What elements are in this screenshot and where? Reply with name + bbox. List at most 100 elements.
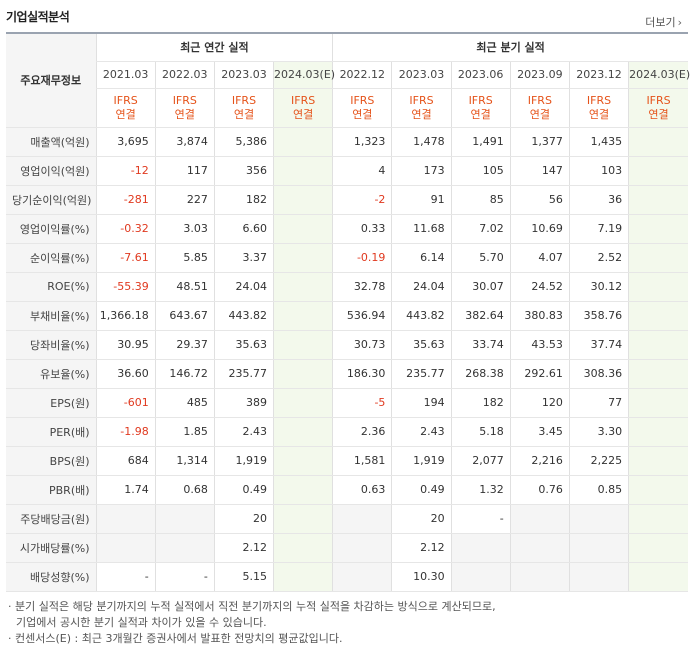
table-cell — [509, 562, 570, 592]
table-cell: - — [95, 562, 156, 592]
table-cell — [273, 127, 333, 157]
section-title: 기업실적분석 — [6, 10, 70, 24]
table-cell: 35.63 — [391, 330, 452, 360]
table-cell — [628, 503, 688, 534]
table-cell: 33.74 — [450, 330, 511, 360]
table-cell: 35.63 — [213, 330, 274, 360]
table-cell: -601 — [95, 387, 156, 418]
row-label: BPS(원) — [6, 446, 97, 476]
table-cell: 182 — [213, 185, 274, 215]
table-cell — [332, 562, 392, 592]
table-cell: 536.94 — [332, 300, 392, 331]
table-cell: 20 — [391, 503, 452, 534]
table-cell: 3.03 — [154, 213, 215, 244]
table-cell — [509, 503, 570, 534]
basis-standard: IFRS — [527, 93, 552, 107]
table-cell: -55.39 — [95, 272, 156, 302]
table-cell: -5 — [332, 387, 392, 418]
table-cell: 684 — [95, 446, 156, 476]
period-header: 2024.03(E) — [273, 61, 335, 89]
table-cell — [628, 185, 688, 215]
period-header: 2024.03(E) — [628, 61, 690, 89]
row-label: 매출액(억원) — [6, 127, 97, 157]
accounting-basis: IFRS 연결 — [273, 88, 333, 128]
period-header: 2023.03 — [391, 61, 452, 89]
table-cell — [273, 446, 333, 476]
period-header: 2023.06 — [450, 61, 511, 89]
table-cell — [154, 533, 215, 563]
basis-scope: 연결 — [174, 107, 195, 121]
table-cell: 1.74 — [95, 475, 156, 505]
basis-standard: IFRS — [113, 93, 138, 107]
table-cell: 1.32 — [450, 475, 511, 505]
basis-scope: 연결 — [529, 107, 550, 121]
table-cell: - — [450, 503, 511, 534]
table-cell: 77 — [568, 387, 629, 418]
table-cell: 235.77 — [391, 359, 452, 389]
table-cell — [273, 213, 333, 244]
table-cell: 3.30 — [568, 417, 629, 447]
table-cell: -0.19 — [332, 243, 392, 273]
table-cell: 3,874 — [154, 127, 215, 157]
table-cell — [273, 503, 333, 534]
table-cell: 48.51 — [154, 272, 215, 302]
table-cell — [628, 127, 688, 157]
more-link[interactable]: 더보기 › — [645, 14, 682, 30]
accounting-basis: IFRS 연결 — [509, 88, 570, 128]
table-row: 순이익률(%) -7.61 5.85 3.37 -0.19 6.14 5.70 4.07 2.5… — [6, 243, 688, 273]
table-cell: 358.76 — [568, 300, 629, 331]
table-cell — [332, 503, 392, 534]
table-cell — [273, 185, 333, 215]
table-cell: 120 — [509, 387, 570, 418]
table-cell: 3.45 — [509, 417, 570, 447]
row-label: ROE(%) — [6, 272, 97, 302]
row-label: 당좌비율(%) — [6, 330, 97, 360]
table-cell: 2.43 — [391, 417, 452, 447]
table-cell: 3,695 — [95, 127, 156, 157]
period-header: 2023.03 — [213, 61, 274, 89]
basis-standard: IFRS — [231, 93, 257, 107]
row-label: 시가배당률(%) — [6, 533, 97, 563]
table-cell — [273, 475, 333, 505]
table-cell — [450, 562, 511, 592]
table-cell: 56 — [509, 185, 570, 215]
table-cell: 186.30 — [332, 359, 392, 389]
table-cell — [568, 533, 629, 563]
table-cell — [568, 503, 629, 534]
basis-scope: 연결 — [411, 107, 432, 121]
table-cell: 20 — [213, 503, 274, 534]
table-cell: 173 — [391, 156, 452, 186]
table-cell: 2.12 — [391, 533, 452, 563]
table-cell: 147 — [509, 156, 570, 186]
table-cell — [95, 503, 156, 534]
table-cell: 85 — [450, 185, 511, 215]
footnote-line: · 컨센서스(E) : 최근 3개월간 증권사에서 발표한 전망치의 평균값입니… — [8, 632, 343, 645]
table-cell: 32.78 — [332, 272, 392, 302]
table-cell — [628, 417, 688, 447]
table-cell: 308.36 — [568, 359, 629, 389]
table-cell: 227 — [154, 185, 215, 215]
basis-standard: IFRS — [468, 93, 493, 107]
table-cell — [509, 533, 570, 563]
row-label: 배당성향(%) — [6, 562, 97, 592]
table-cell: 0.49 — [391, 475, 452, 505]
table-cell: -7.61 — [95, 243, 156, 273]
period-header: 2022.03 — [154, 61, 215, 89]
table-cell — [154, 503, 215, 534]
table-cell: 146.72 — [154, 359, 215, 389]
table-cell: 194 — [391, 387, 452, 418]
table-cell: 10.30 — [391, 562, 452, 592]
basis-standard: IFRS — [586, 93, 612, 107]
table-row: 영업이익(억원) -12 117 356 4 173 105 147 103 — [6, 156, 688, 186]
basis-scope: 연결 — [115, 107, 136, 121]
table-cell: 5.18 — [450, 417, 511, 447]
basis-standard: IFRS — [409, 93, 434, 107]
footnote-line: 기업에서 공시한 분기 실적과 차이가 있을 수 있습니다. — [16, 616, 267, 629]
row-label: 순이익률(%) — [6, 243, 97, 273]
table-cell: 1,377 — [509, 127, 570, 157]
table-cell: 24.04 — [391, 272, 452, 302]
table-cell — [628, 156, 688, 186]
table-cell: 30.95 — [95, 330, 156, 360]
table-cell: 7.19 — [568, 213, 629, 244]
table-cell: 3.37 — [213, 243, 274, 273]
